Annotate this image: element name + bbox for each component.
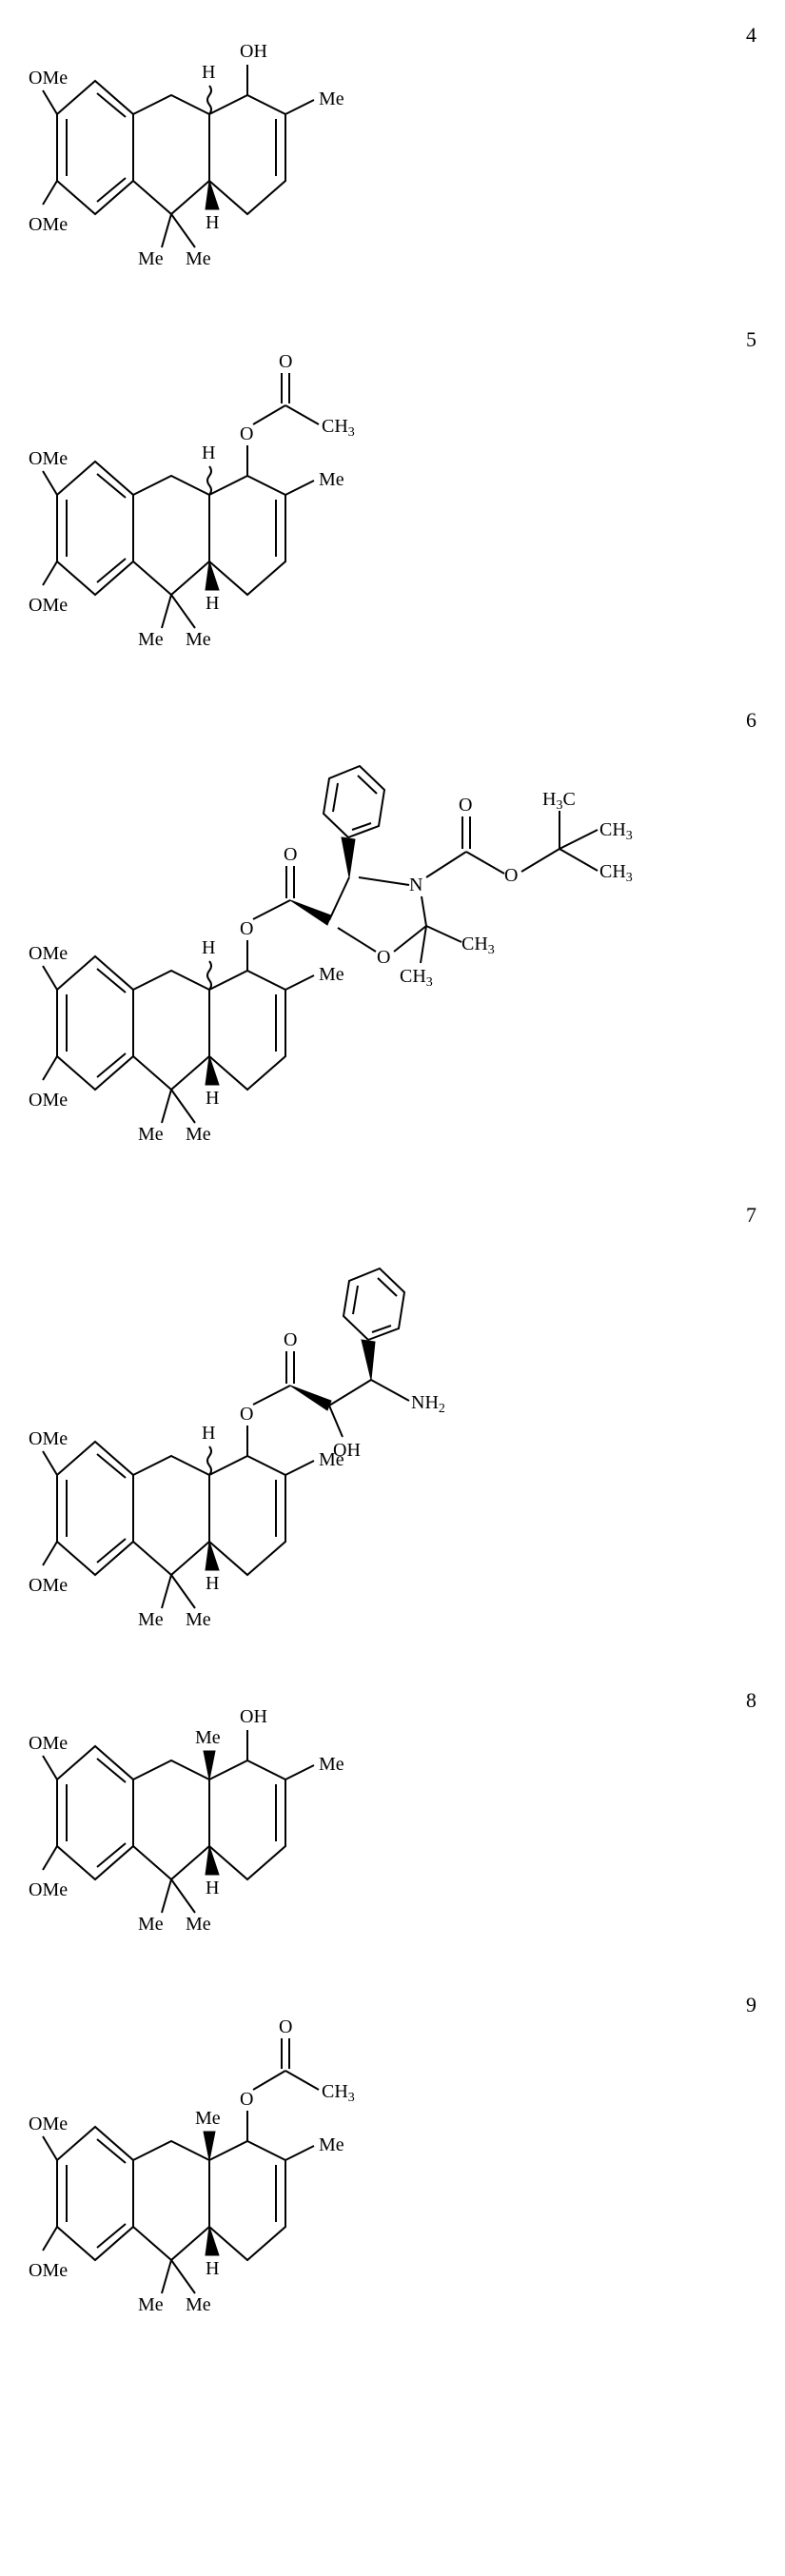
compound-5-structure: OMe OMe Me Me H H Me O O — [19, 324, 699, 666]
me-label: Me — [319, 1754, 344, 1775]
h-label: H — [202, 1423, 215, 1444]
ome-label: OMe — [29, 2114, 68, 2134]
me-label: Me — [319, 88, 344, 109]
ome-label: OMe — [29, 1879, 68, 1900]
o-label: O — [240, 918, 253, 939]
compound-8-number: 8 — [699, 1684, 766, 1713]
o-label: O — [279, 351, 292, 372]
o-label: O — [459, 795, 472, 816]
h3c-label: H3C — [542, 789, 576, 813]
ome-label: OMe — [29, 1575, 68, 1596]
ome-label: OMe — [29, 1733, 68, 1754]
compound-5-number: 5 — [699, 324, 766, 352]
ome-label: OMe — [29, 1428, 68, 1449]
o-label: O — [240, 2089, 253, 2110]
ch3-label: CH3 — [322, 2081, 355, 2105]
compound-4-structure: OMe OMe Me Me H H OH Me — [19, 19, 699, 285]
ch3-label: CH3 — [322, 416, 355, 440]
me-label: Me — [186, 2294, 211, 2315]
me-label: Me — [319, 469, 344, 490]
compound-4-number: 4 — [699, 19, 766, 48]
ch3-label: CH3 — [599, 861, 633, 885]
ch3-label: CH3 — [400, 966, 433, 990]
ome-label: OMe — [29, 448, 68, 469]
n-atom: N — [409, 875, 422, 895]
h-label: H — [206, 212, 219, 233]
o-label: O — [504, 865, 518, 886]
ome-label: OMe — [29, 2260, 68, 2281]
nh2-label: NH2 — [411, 1392, 445, 1416]
compound-9-row: OMe OMe Me Me Me H Me O O — [19, 1989, 766, 2331]
me-label: Me — [138, 629, 164, 650]
compound-7-structure: OMe OMe Me Me H H Me O O — [19, 1199, 699, 1646]
me-label: Me — [186, 1124, 211, 1145]
compound-8-row: OMe OMe Me Me Me H OH Me 8 — [19, 1684, 766, 1951]
h-label: H — [206, 1573, 219, 1594]
h-label: H — [202, 442, 215, 463]
me-label: Me — [195, 1727, 221, 1748]
h-label: H — [206, 1878, 219, 1898]
compound-7-row: OMe OMe Me Me H H Me O O — [19, 1199, 766, 1646]
h-label: H — [206, 593, 219, 614]
oh-label: OH — [333, 1440, 361, 1461]
h-label: H — [206, 2258, 219, 2279]
me-label: Me — [186, 248, 211, 269]
ome-label: OMe — [29, 943, 68, 964]
compound-6-structure: OMe OMe Me Me H H Me O O — [19, 704, 699, 1161]
compound-6-number: 6 — [699, 704, 766, 733]
compound-7-number: 7 — [699, 1199, 766, 1228]
compound-5-row: OMe OMe Me Me H H Me O O — [19, 324, 766, 666]
ome-label: OMe — [29, 68, 68, 88]
compound-6-row: OMe OMe Me Me H H Me O O — [19, 704, 766, 1161]
me-label: Me — [319, 2134, 344, 2155]
me-label: Me — [138, 1124, 164, 1145]
ome-label: OMe — [29, 595, 68, 616]
ch3-label: CH3 — [461, 934, 495, 957]
ome-label: OMe — [29, 1090, 68, 1111]
h-label: H — [202, 62, 215, 83]
oh-label: OH — [240, 1706, 267, 1727]
o-label: O — [240, 423, 253, 444]
me-label: Me — [186, 629, 211, 650]
me-label: Me — [186, 1609, 211, 1630]
me-label: Me — [138, 248, 164, 269]
h-label: H — [202, 937, 215, 958]
me-label: Me — [138, 2294, 164, 2315]
h-label: H — [206, 1088, 219, 1109]
compound-4-row: OMe OMe Me Me H H OH Me 4 — [19, 19, 766, 285]
ch3-label: CH3 — [599, 819, 633, 843]
o-label: O — [284, 844, 297, 865]
o-label: O — [377, 947, 390, 968]
compound-9-structure: OMe OMe Me Me Me H Me O O — [19, 1989, 699, 2331]
me-label: Me — [138, 1609, 164, 1630]
o-label: O — [240, 1404, 253, 1425]
oh-label: OH — [240, 41, 267, 62]
o-label: O — [284, 1329, 297, 1350]
me-label: Me — [195, 2108, 221, 2129]
o-label: O — [279, 2016, 292, 2037]
me-label: Me — [186, 1914, 211, 1935]
compound-8-structure: OMe OMe Me Me Me H OH Me — [19, 1684, 699, 1951]
me-label: Me — [138, 1914, 164, 1935]
ome-label: OMe — [29, 214, 68, 235]
me-label: Me — [319, 964, 344, 985]
compound-9-number: 9 — [699, 1989, 766, 2017]
